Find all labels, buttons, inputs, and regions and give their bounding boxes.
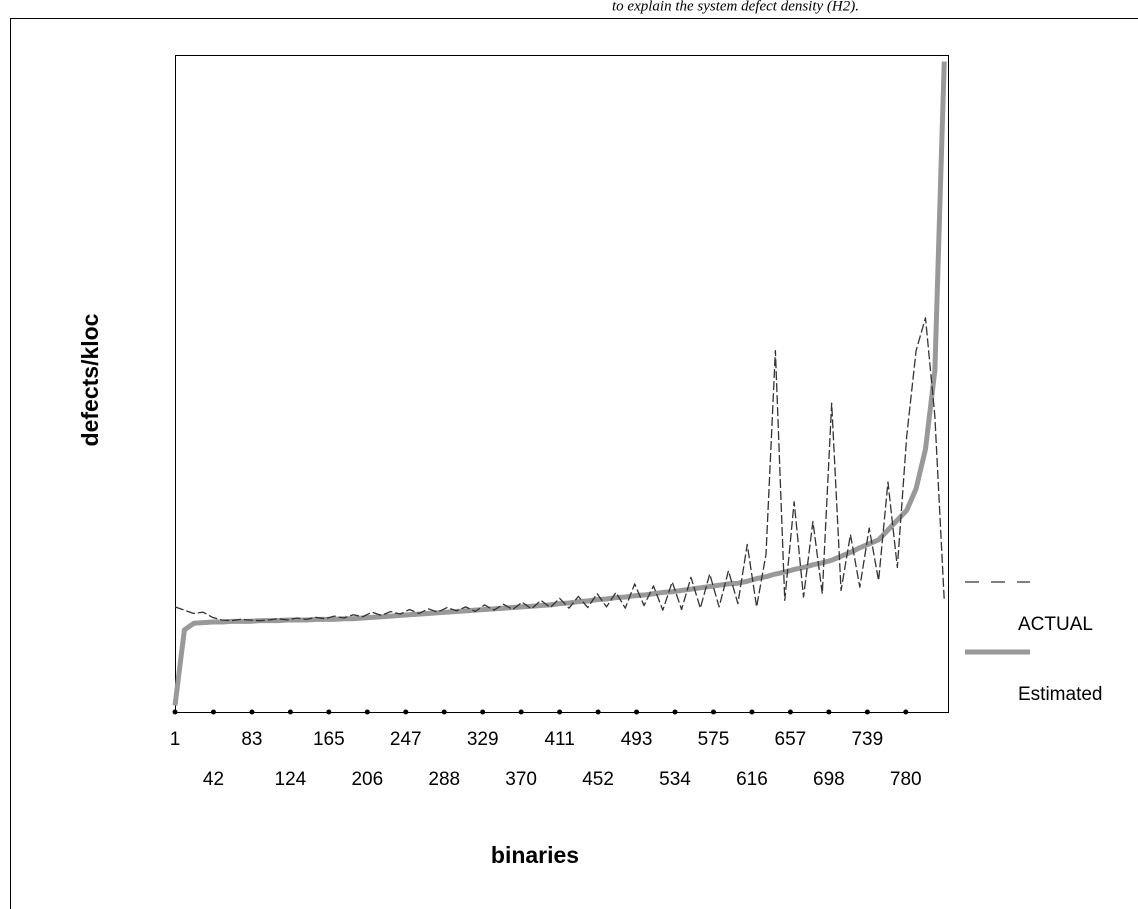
x-tick-label: 493 bbox=[621, 729, 653, 750]
x-tick-label: 534 bbox=[659, 769, 691, 790]
x-tick-label: 206 bbox=[351, 769, 383, 790]
x-tick-label: 329 bbox=[467, 729, 499, 750]
x-tick-mark bbox=[364, 709, 370, 715]
x-tick-label: 1 bbox=[170, 729, 181, 750]
x-tick-mark bbox=[557, 709, 563, 715]
x-tick-label: 411 bbox=[544, 729, 574, 750]
caption: to explain the system defect density (H2… bbox=[612, 0, 859, 14]
x-tick-label: 657 bbox=[775, 729, 807, 750]
x-tick-label: 288 bbox=[428, 769, 460, 790]
series-line bbox=[172, 61, 947, 706]
x-tick-mark bbox=[249, 709, 255, 715]
frame bbox=[10, 18, 1138, 909]
plot-area bbox=[175, 55, 949, 713]
x-axis-title: binaries bbox=[491, 842, 579, 868]
x-tick-mark bbox=[326, 709, 332, 715]
x-tick-mark bbox=[518, 709, 524, 715]
x-tick-mark bbox=[480, 709, 486, 715]
x-tick-mark bbox=[634, 709, 640, 715]
x-tick-label: 370 bbox=[505, 769, 537, 790]
x-tick-mark bbox=[403, 709, 409, 715]
x-tick-label: 247 bbox=[390, 729, 422, 750]
x-tick-label: 616 bbox=[736, 769, 768, 790]
x-tick-mark bbox=[787, 709, 793, 715]
x-tick-mark bbox=[172, 709, 178, 715]
x-tick-mark bbox=[864, 709, 870, 715]
x-tick-mark bbox=[710, 709, 716, 715]
legend-label: ACTUAL bbox=[1018, 614, 1093, 635]
x-tick-label: 739 bbox=[851, 729, 883, 750]
x-tick-mark bbox=[903, 709, 909, 715]
x-tick-label: 124 bbox=[275, 769, 307, 790]
x-tick-mark bbox=[672, 709, 678, 715]
x-tick-label: 780 bbox=[890, 769, 922, 790]
x-tick-label: 165 bbox=[313, 729, 345, 750]
x-tick-label: 575 bbox=[698, 729, 730, 750]
x-tick-mark bbox=[826, 709, 832, 715]
legend-label: Estimated bbox=[1018, 684, 1102, 705]
x-tick-mark bbox=[749, 709, 755, 715]
y-axis-title: defects/kloc bbox=[77, 313, 103, 446]
x-tick-mark bbox=[287, 709, 293, 715]
x-tick-label: 452 bbox=[582, 769, 614, 790]
x-tick-mark bbox=[441, 709, 447, 715]
series-line bbox=[174, 317, 945, 622]
x-tick-label: 42 bbox=[203, 769, 224, 790]
x-tick-label: 698 bbox=[813, 769, 845, 790]
x-tick-mark bbox=[595, 709, 601, 715]
x-tick-label: 83 bbox=[241, 729, 262, 750]
x-tick-mark bbox=[210, 709, 216, 715]
